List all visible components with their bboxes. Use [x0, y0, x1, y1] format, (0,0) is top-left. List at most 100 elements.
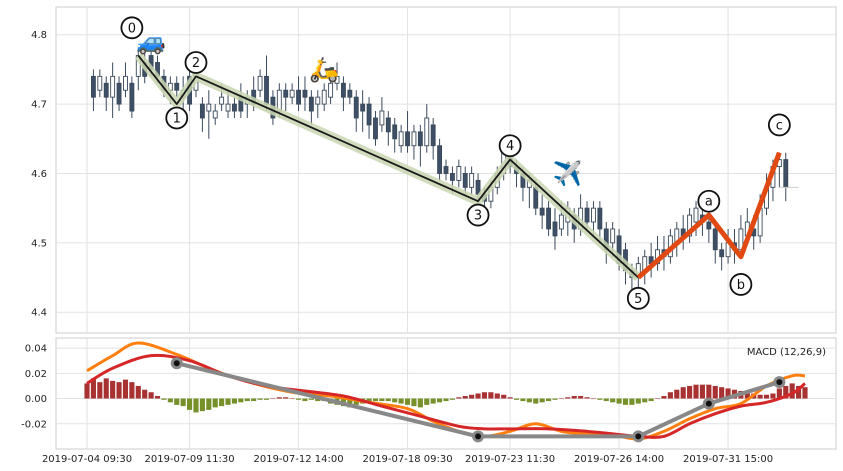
candle-up — [315, 96, 321, 105]
histogram-bar-negative — [424, 398, 430, 405]
histogram-bar-negative — [635, 398, 641, 404]
histogram-bar-positive — [706, 384, 712, 399]
histogram-bar-negative — [526, 398, 532, 403]
histogram-bar-positive — [122, 379, 129, 399]
price-y-tick-label: 4.6 — [31, 169, 47, 180]
histogram-bar-negative — [552, 398, 558, 400]
candle-down — [539, 207, 545, 216]
histogram-bar-positive — [507, 397, 513, 399]
histogram-bar-positive — [154, 396, 161, 399]
candle-down — [174, 82, 180, 91]
histogram-bar-negative — [379, 398, 385, 402]
candle-down — [719, 249, 725, 258]
candle-up — [135, 55, 141, 77]
histogram-bar-negative — [603, 398, 609, 402]
candle-down — [385, 117, 391, 133]
histogram-bar-negative — [238, 398, 244, 403]
candle-up — [225, 103, 231, 112]
histogram-bar-positive — [699, 384, 705, 399]
histogram-bar-negative — [231, 398, 238, 404]
histogram-bar-positive — [558, 398, 564, 400]
candle-up — [424, 117, 430, 147]
histogram-bar-positive — [462, 396, 468, 399]
wave-label-text: 2 — [192, 56, 200, 71]
candle-up — [212, 110, 218, 119]
candle-down — [443, 166, 449, 174]
candle-up — [123, 75, 128, 91]
histogram-bar-negative — [385, 398, 391, 402]
histogram-bar-negative — [295, 398, 302, 400]
histogram-bar-positive — [712, 385, 718, 399]
histogram-bar-negative — [404, 398, 411, 405]
histogram-bar-negative — [219, 398, 225, 407]
histogram-bar-negative — [546, 398, 552, 402]
macd-panel: -0.02 0.00 0.02 0.04 MACD (12,26,9) 2019-07… — [21, 337, 837, 465]
histogram-bar-negative — [302, 398, 308, 402]
histogram-bar-positive — [276, 397, 282, 399]
histogram-bar-positive — [501, 394, 507, 399]
macd-y-tick-label: 0.02 — [25, 369, 47, 380]
price-y-tick-label: 4.8 — [31, 30, 47, 41]
histogram-bar-positive — [802, 387, 808, 399]
price-y-tick-label: 4.4 — [31, 308, 47, 319]
histogram-bar-positive — [796, 385, 802, 399]
price-y-axis: 4.4 4.5 4.6 4.7 4.8 — [31, 30, 47, 318]
candle-down — [783, 159, 789, 188]
candle-down — [373, 117, 378, 140]
price-grid — [56, 7, 836, 333]
wave-label-text: 4 — [506, 139, 514, 154]
x-tick-label: 2019-07-12 14:00 — [253, 454, 343, 465]
candle-up — [110, 75, 116, 98]
candle-down — [392, 124, 398, 140]
candle-down — [283, 89, 289, 98]
candle-down — [546, 207, 552, 230]
x-tick-label: 2019-07-31 15:00 — [683, 454, 773, 465]
candle-down — [199, 103, 205, 119]
histogram-bar-negative — [398, 398, 404, 404]
histogram-bar-positive — [142, 389, 148, 399]
histogram-bar-positive — [110, 380, 116, 399]
histogram-bar-positive — [565, 397, 571, 399]
histogram-bar-negative — [430, 398, 436, 404]
histogram-bar-negative — [616, 398, 622, 404]
histogram-bar-negative — [187, 398, 193, 410]
macd-wave-marker — [635, 433, 642, 440]
histogram-bar-negative — [212, 398, 218, 408]
wave-lines — [134, 52, 782, 281]
histogram-bar-negative — [193, 398, 199, 413]
histogram-bar-negative — [392, 398, 398, 403]
histogram-bar-positive — [90, 378, 96, 399]
histogram-bar-negative — [308, 398, 314, 400]
candle-down — [129, 82, 135, 112]
histogram-bar-positive — [757, 394, 763, 399]
macd-panel-frame — [55, 337, 837, 450]
histogram-bar-positive — [97, 382, 103, 399]
candle-up — [687, 214, 693, 237]
airplane-icon: ✈️ — [553, 158, 583, 187]
histogram-bar-negative — [167, 398, 173, 403]
candle-down — [353, 96, 359, 119]
wave-label-circle — [120, 16, 144, 40]
histogram-bar-positive — [578, 396, 584, 399]
histogram-bar-negative — [372, 398, 379, 402]
histogram-bar-positive — [693, 384, 699, 399]
candle-up — [558, 214, 564, 230]
histogram-bar-positive — [687, 385, 693, 399]
x-tick-label: 2019-07-18 09:30 — [362, 454, 452, 465]
candle-down — [360, 103, 366, 112]
histogram-bar-positive — [776, 388, 782, 399]
candle-down — [340, 82, 346, 98]
histogram-bar-negative — [199, 398, 205, 412]
candle-down — [405, 131, 410, 147]
histogram-bar-positive — [283, 397, 289, 399]
candle-up — [469, 173, 475, 188]
histogram-bar-positive — [763, 394, 770, 399]
histogram-bar-positive — [289, 398, 295, 400]
candle-down — [264, 75, 269, 105]
histogram-bar-negative — [411, 398, 417, 407]
histogram-bar-positive — [456, 397, 462, 399]
wave-label-circle — [184, 51, 208, 74]
histogram-bar-positive — [719, 387, 725, 399]
candle-up — [257, 75, 263, 91]
